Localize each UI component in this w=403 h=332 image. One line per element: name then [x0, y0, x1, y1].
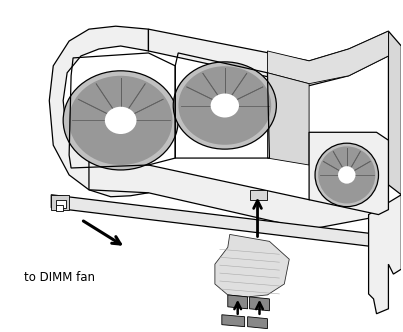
Polygon shape [222, 315, 245, 327]
Polygon shape [89, 162, 388, 229]
Polygon shape [268, 73, 309, 165]
Polygon shape [51, 195, 378, 247]
Ellipse shape [338, 166, 355, 184]
Polygon shape [148, 29, 388, 86]
Polygon shape [309, 132, 388, 214]
Polygon shape [228, 295, 247, 309]
Ellipse shape [211, 94, 239, 118]
Ellipse shape [315, 143, 378, 207]
Polygon shape [51, 195, 69, 209]
Polygon shape [247, 317, 268, 329]
Ellipse shape [318, 146, 375, 204]
Text: to DIMM fan: to DIMM fan [24, 271, 95, 284]
Polygon shape [388, 31, 401, 195]
Polygon shape [369, 195, 401, 314]
Ellipse shape [69, 76, 172, 165]
Polygon shape [215, 234, 289, 297]
Ellipse shape [63, 71, 178, 170]
Polygon shape [49, 26, 148, 197]
Ellipse shape [179, 66, 271, 145]
Ellipse shape [105, 107, 137, 134]
Polygon shape [249, 297, 270, 311]
Polygon shape [56, 200, 66, 208]
Ellipse shape [173, 62, 276, 149]
Polygon shape [56, 205, 63, 210]
Polygon shape [249, 190, 268, 200]
Polygon shape [268, 31, 388, 84]
